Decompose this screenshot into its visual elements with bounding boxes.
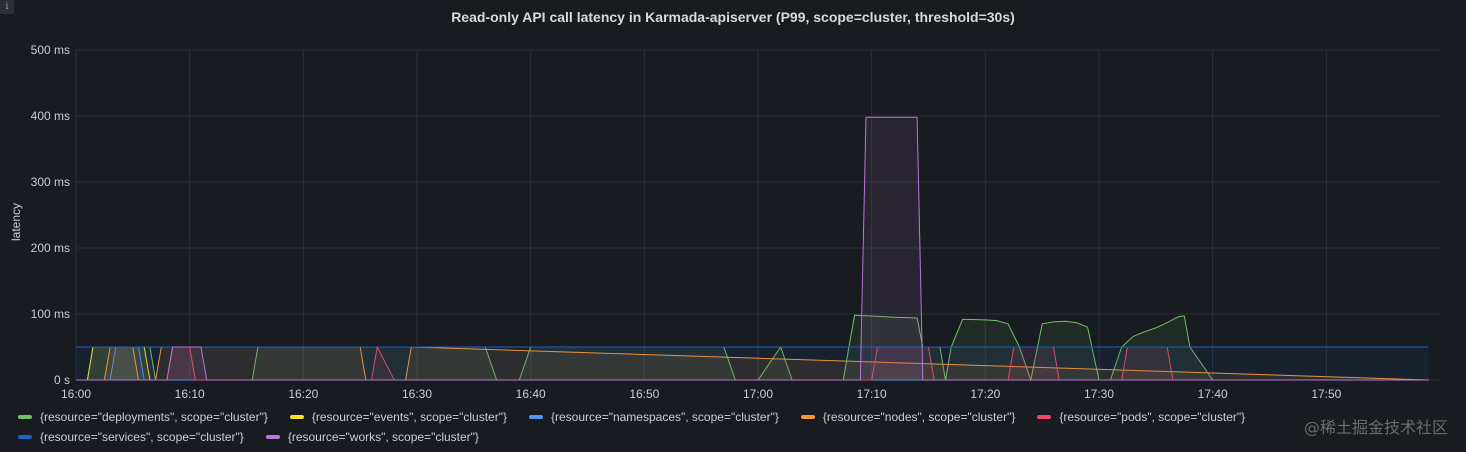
legend-item[interactable]: {resource="works", scope="cluster"} bbox=[265, 428, 479, 446]
panel-title[interactable]: Read-only API call latency in Karmada-ap… bbox=[451, 9, 1015, 25]
series-lines bbox=[76, 116, 1429, 382]
x-tick-label: 17:40 bbox=[1198, 387, 1228, 400]
y-axis-label: latency bbox=[9, 203, 23, 241]
x-tick-label: 17:20 bbox=[970, 387, 1000, 400]
y-tick-label: 500 ms bbox=[31, 43, 70, 57]
grid-lines bbox=[75, 49, 1440, 381]
legend-item[interactable]: {resource="nodes", scope="cluster"} bbox=[800, 408, 1016, 426]
legend-swatch bbox=[265, 435, 280, 439]
series-area-0 bbox=[76, 315, 1429, 380]
y-tick-label: 100 ms bbox=[31, 307, 70, 321]
legend-swatch bbox=[529, 415, 543, 419]
legend-swatch bbox=[800, 415, 815, 419]
legend-label: {resource="nodes", scope="cluster"} bbox=[822, 410, 1016, 424]
legend-swatch bbox=[1037, 415, 1052, 419]
x-tick-label: 16:40 bbox=[516, 387, 546, 400]
series-area-4 bbox=[76, 347, 1429, 380]
legend-swatch bbox=[18, 415, 32, 419]
y-tick-label: 400 ms bbox=[31, 109, 70, 123]
y-tick-label: 0 s bbox=[54, 373, 70, 387]
legend-label: {resource="pods", scope="cluster"} bbox=[1059, 410, 1246, 424]
x-tick-label: 16:30 bbox=[402, 387, 432, 400]
y-tick-label: 200 ms bbox=[31, 241, 70, 255]
x-tick-label: 17:30 bbox=[1084, 387, 1114, 400]
x-tick-label: 17:00 bbox=[743, 387, 773, 400]
legend-label: {resource="services", scope="cluster"} bbox=[40, 430, 244, 444]
watermark: @稀土掘金技术社区 bbox=[1303, 418, 1448, 437]
legend-item[interactable]: {resource="services", scope="cluster"} bbox=[18, 428, 244, 446]
y-tick-label: 300 ms bbox=[31, 175, 70, 189]
legend-swatch bbox=[18, 435, 32, 439]
series-line-6[interactable] bbox=[76, 116, 1429, 381]
info-icon[interactable]: i bbox=[0, 0, 14, 14]
x-tick-label: 16:00 bbox=[61, 387, 91, 400]
legend: {resource="deployments", scope="cluster"… bbox=[18, 408, 1458, 446]
legend-label: {resource="namespaces", scope="cluster"} bbox=[551, 410, 779, 424]
x-tick-label: 16:10 bbox=[175, 387, 205, 400]
x-tick-label: 17:50 bbox=[1311, 387, 1341, 400]
legend-item[interactable]: {resource="events", scope="cluster"} bbox=[289, 408, 507, 426]
x-axis-ticks: 16:00 16:10 16:20 16:30 16:40 16:50 17:00 17:10… bbox=[61, 387, 1342, 400]
y-axis-ticks: 0 s 100 ms 200 ms 300 ms 400 ms 500 ms bbox=[31, 43, 70, 387]
series-area-6 bbox=[76, 117, 1429, 381]
legend-label: {resource="deployments", scope="cluster"… bbox=[40, 410, 268, 424]
legend-label: {resource="works", scope="cluster"} bbox=[287, 430, 479, 444]
series-area-3 bbox=[76, 347, 1429, 380]
legend-item[interactable]: {resource="namespaces", scope="cluster"} bbox=[529, 408, 779, 426]
series-area-5 bbox=[76, 347, 1429, 380]
legend-item[interactable]: {resource="pods", scope="cluster"} bbox=[1037, 408, 1245, 426]
legend-label: {resource="events", scope="cluster"} bbox=[311, 410, 507, 424]
series-line-3[interactable] bbox=[76, 346, 1429, 381]
legend-item[interactable]: {resource="deployments", scope="cluster"… bbox=[18, 408, 268, 426]
legend-swatch bbox=[289, 415, 304, 419]
x-tick-label: 16:20 bbox=[288, 387, 318, 400]
x-tick-label: 17:10 bbox=[857, 387, 887, 400]
x-tick-label: 16:50 bbox=[629, 387, 659, 400]
